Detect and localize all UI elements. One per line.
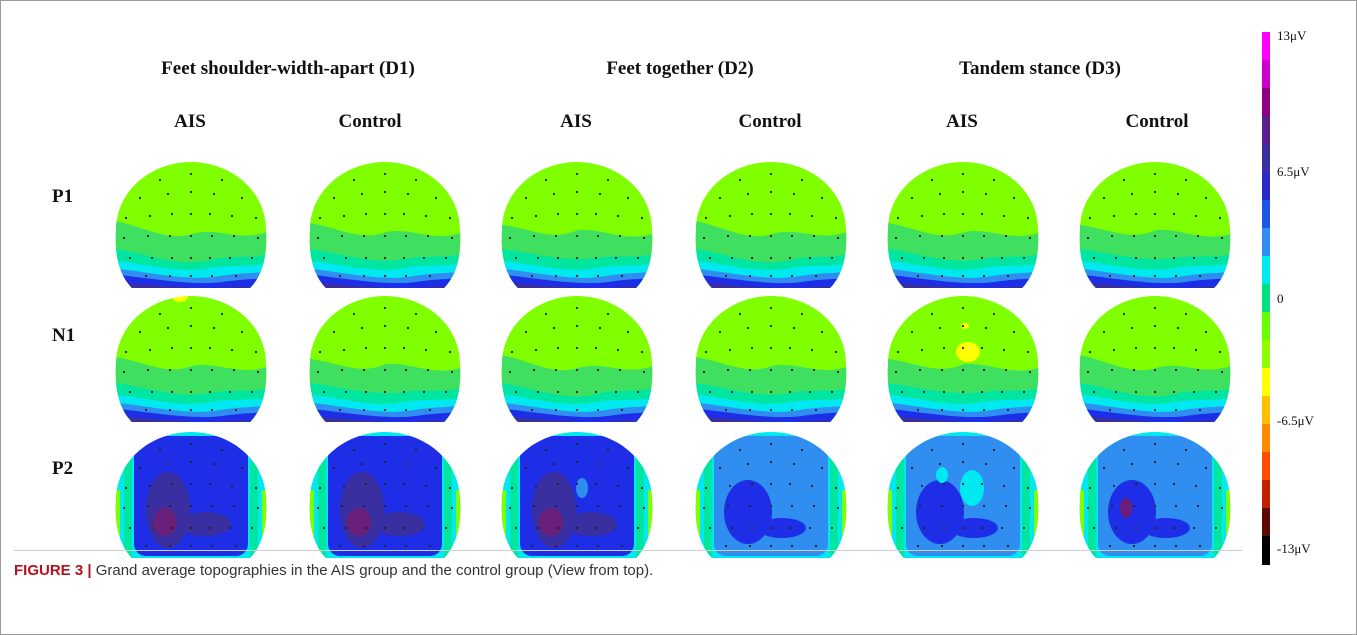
colorbar-segment [1262,536,1270,565]
colorbar-segment [1262,256,1270,285]
row-label-p2: P2 [52,458,73,480]
colorbar-segment [1262,172,1270,201]
colorbar-segment [1262,228,1270,257]
colorbar-label-max: 13μV [1277,28,1306,44]
topomap-p1-d1-ais [110,160,272,292]
caption-text: Grand average topographies in the AIS gr… [92,562,654,579]
colorbar-label-neg-6-5: -6.5μV [1277,413,1314,429]
topomap-p2-d3-control [1074,430,1236,562]
colorbar-segment [1262,508,1270,537]
topomap-p2-d1-ais [110,430,272,562]
colorbar-segment [1262,424,1270,453]
caption-divider [14,550,1242,551]
topomap-p1-d1-control [304,160,466,292]
group-label-d3-control: Control [1087,111,1227,133]
colorbar-segment [1262,284,1270,313]
topomap-n1-d1-control [304,294,466,426]
colorbar-segment [1262,312,1270,341]
group-label-d2-control: Control [700,111,840,133]
group-label-d1-control: Control [300,111,440,133]
topomap-n1-d1-ais [110,294,272,426]
group-label-d3-ais: AIS [912,111,1012,133]
topomap-p1-d3-control [1074,160,1236,292]
topomap-p1-d2-ais [496,160,658,292]
row-label-n1: N1 [52,325,75,347]
colorbar-segment [1262,32,1270,61]
group-label-d2-ais: AIS [526,111,626,133]
colorbar-segment [1262,144,1270,173]
topomap-p2-d2-ais [496,430,658,562]
condition-header-d2: Feet together (D2) [565,58,795,80]
row-label-p1: P1 [52,186,73,208]
colorbar [1262,32,1270,564]
colorbar-segment [1262,200,1270,229]
colorbar-label-zero: 0 [1277,291,1284,307]
topomap-p2-d1-control [304,430,466,562]
colorbar-segment [1262,368,1270,397]
group-label-d1-ais: AIS [140,111,240,133]
topomap-p1-d3-ais [882,160,1044,292]
colorbar-segment [1262,88,1270,117]
colorbar-label-6-5: 6.5μV [1277,164,1310,180]
colorbar-segment [1262,396,1270,425]
figure-caption: FIGURE 3 | Grand average topographies in… [14,562,653,579]
topomap-n1-d2-ais [496,294,658,426]
topomap-p1-d2-control [690,160,852,292]
topomap-n1-d3-control [1074,294,1236,426]
topomap-n1-d2-control [690,294,852,426]
colorbar-segment [1262,452,1270,481]
colorbar-segment [1262,480,1270,509]
topomap-n1-d3-ais [882,294,1044,426]
topomap-p2-d2-control [690,430,852,562]
colorbar-segment [1262,116,1270,145]
topomap-p2-d3-ais [882,430,1044,562]
colorbar-segment [1262,340,1270,369]
colorbar-label-min: -13μV [1277,541,1311,557]
condition-header-d3: Tandem stance (D3) [925,58,1155,80]
condition-header-d1: Feet shoulder-width-apart (D1) [133,58,443,80]
caption-label: FIGURE 3 | [14,562,92,579]
colorbar-segment [1262,60,1270,89]
